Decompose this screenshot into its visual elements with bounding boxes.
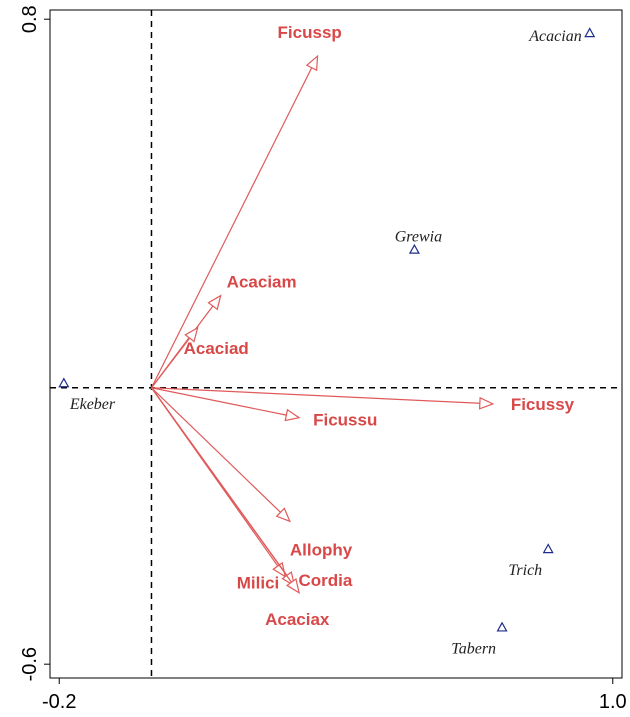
- arrow-line-acaciad: [151, 337, 191, 389]
- point-marker-ekeber: [58, 377, 70, 388]
- x-tick-label-0-2: -0.2: [42, 691, 76, 713]
- point-label-acacian: Acacian: [528, 28, 581, 45]
- arrow-line-acaciax: [150, 387, 292, 583]
- arrow-line-ficussp: [150, 67, 313, 389]
- arrow-acaciax: Acaciax: [150, 387, 330, 629]
- arrow-label-acaciax: Acaciax: [265, 610, 330, 629]
- point-acacian: Acacian: [528, 27, 596, 45]
- point-marker-grewia: [408, 243, 420, 254]
- arrow-ficussp: Ficussp: [150, 23, 342, 389]
- arrow-ficussu: Ficussu: [151, 387, 377, 430]
- arrow-head-allophy: [275, 507, 291, 523]
- arrow-head-ficussu: [284, 408, 301, 422]
- plot-frame: [49, 9, 623, 679]
- arrow-label-cordia: Cordia: [298, 571, 352, 590]
- point-trich: Trich: [508, 543, 554, 579]
- arrow-label-acaciam: Acaciam: [227, 273, 297, 292]
- arrow-label-milici: Milici: [237, 574, 280, 593]
- ticks-layer: -0.2 1.0 0.8 -0.6: [19, 5, 627, 713]
- arrow-label-ficussp: Ficussp: [278, 23, 342, 42]
- point-label-grewia: Grewia: [395, 229, 442, 246]
- point-marker-tabern: [496, 621, 508, 632]
- arrow-acaciam: Acaciam: [151, 273, 297, 389]
- arrow-head-acaciam: [207, 294, 222, 311]
- arrow-ficussy: Ficussy: [151, 387, 575, 414]
- arrow-allophy: Allophy: [151, 387, 353, 559]
- points-layer: Acacian Grewia Ekeber Trich Tabern: [58, 27, 596, 657]
- arrow-head-acaciad: [184, 326, 199, 343]
- arrow-head-ficussp: [305, 54, 319, 72]
- arrow-milici: Milici: [150, 387, 287, 593]
- arrow-line-ficussy: [151, 387, 480, 404]
- point-ekeber: Ekeber: [58, 377, 116, 413]
- arrow-head-milici: [272, 561, 287, 578]
- arrows-layer: Ficussp Acaciam Acaciad Ficussy Ficussu Allop…: [150, 23, 575, 629]
- arrow-line-allophy: [151, 387, 281, 513]
- point-grewia: Grewia: [395, 229, 442, 254]
- point-tabern: Tabern: [451, 621, 508, 657]
- arrow-head-ficussy: [478, 396, 495, 410]
- point-marker-trich: [542, 543, 554, 554]
- point-label-ekeber: Ekeber: [69, 396, 116, 413]
- arrow-line-ficussu: [151, 387, 287, 416]
- y-tick-label-0-8: 0.8: [19, 5, 41, 33]
- x-tick-label-1-0: 1.0: [599, 691, 627, 713]
- arrow-label-allophy: Allophy: [290, 540, 353, 559]
- arrow-label-ficussy: Ficussy: [511, 395, 575, 414]
- arrow-acaciad: Acaciad: [151, 326, 249, 389]
- point-label-tabern: Tabern: [451, 640, 496, 657]
- point-label-trich: Trich: [508, 562, 542, 579]
- point-marker-acacian: [584, 27, 596, 38]
- arrow-head-acaciax: [285, 577, 300, 595]
- y-tick-label-0-6: -0.6: [19, 647, 41, 681]
- arrow-label-acaciad: Acaciad: [184, 339, 249, 358]
- arrow-label-ficussu: Ficussu: [313, 411, 377, 430]
